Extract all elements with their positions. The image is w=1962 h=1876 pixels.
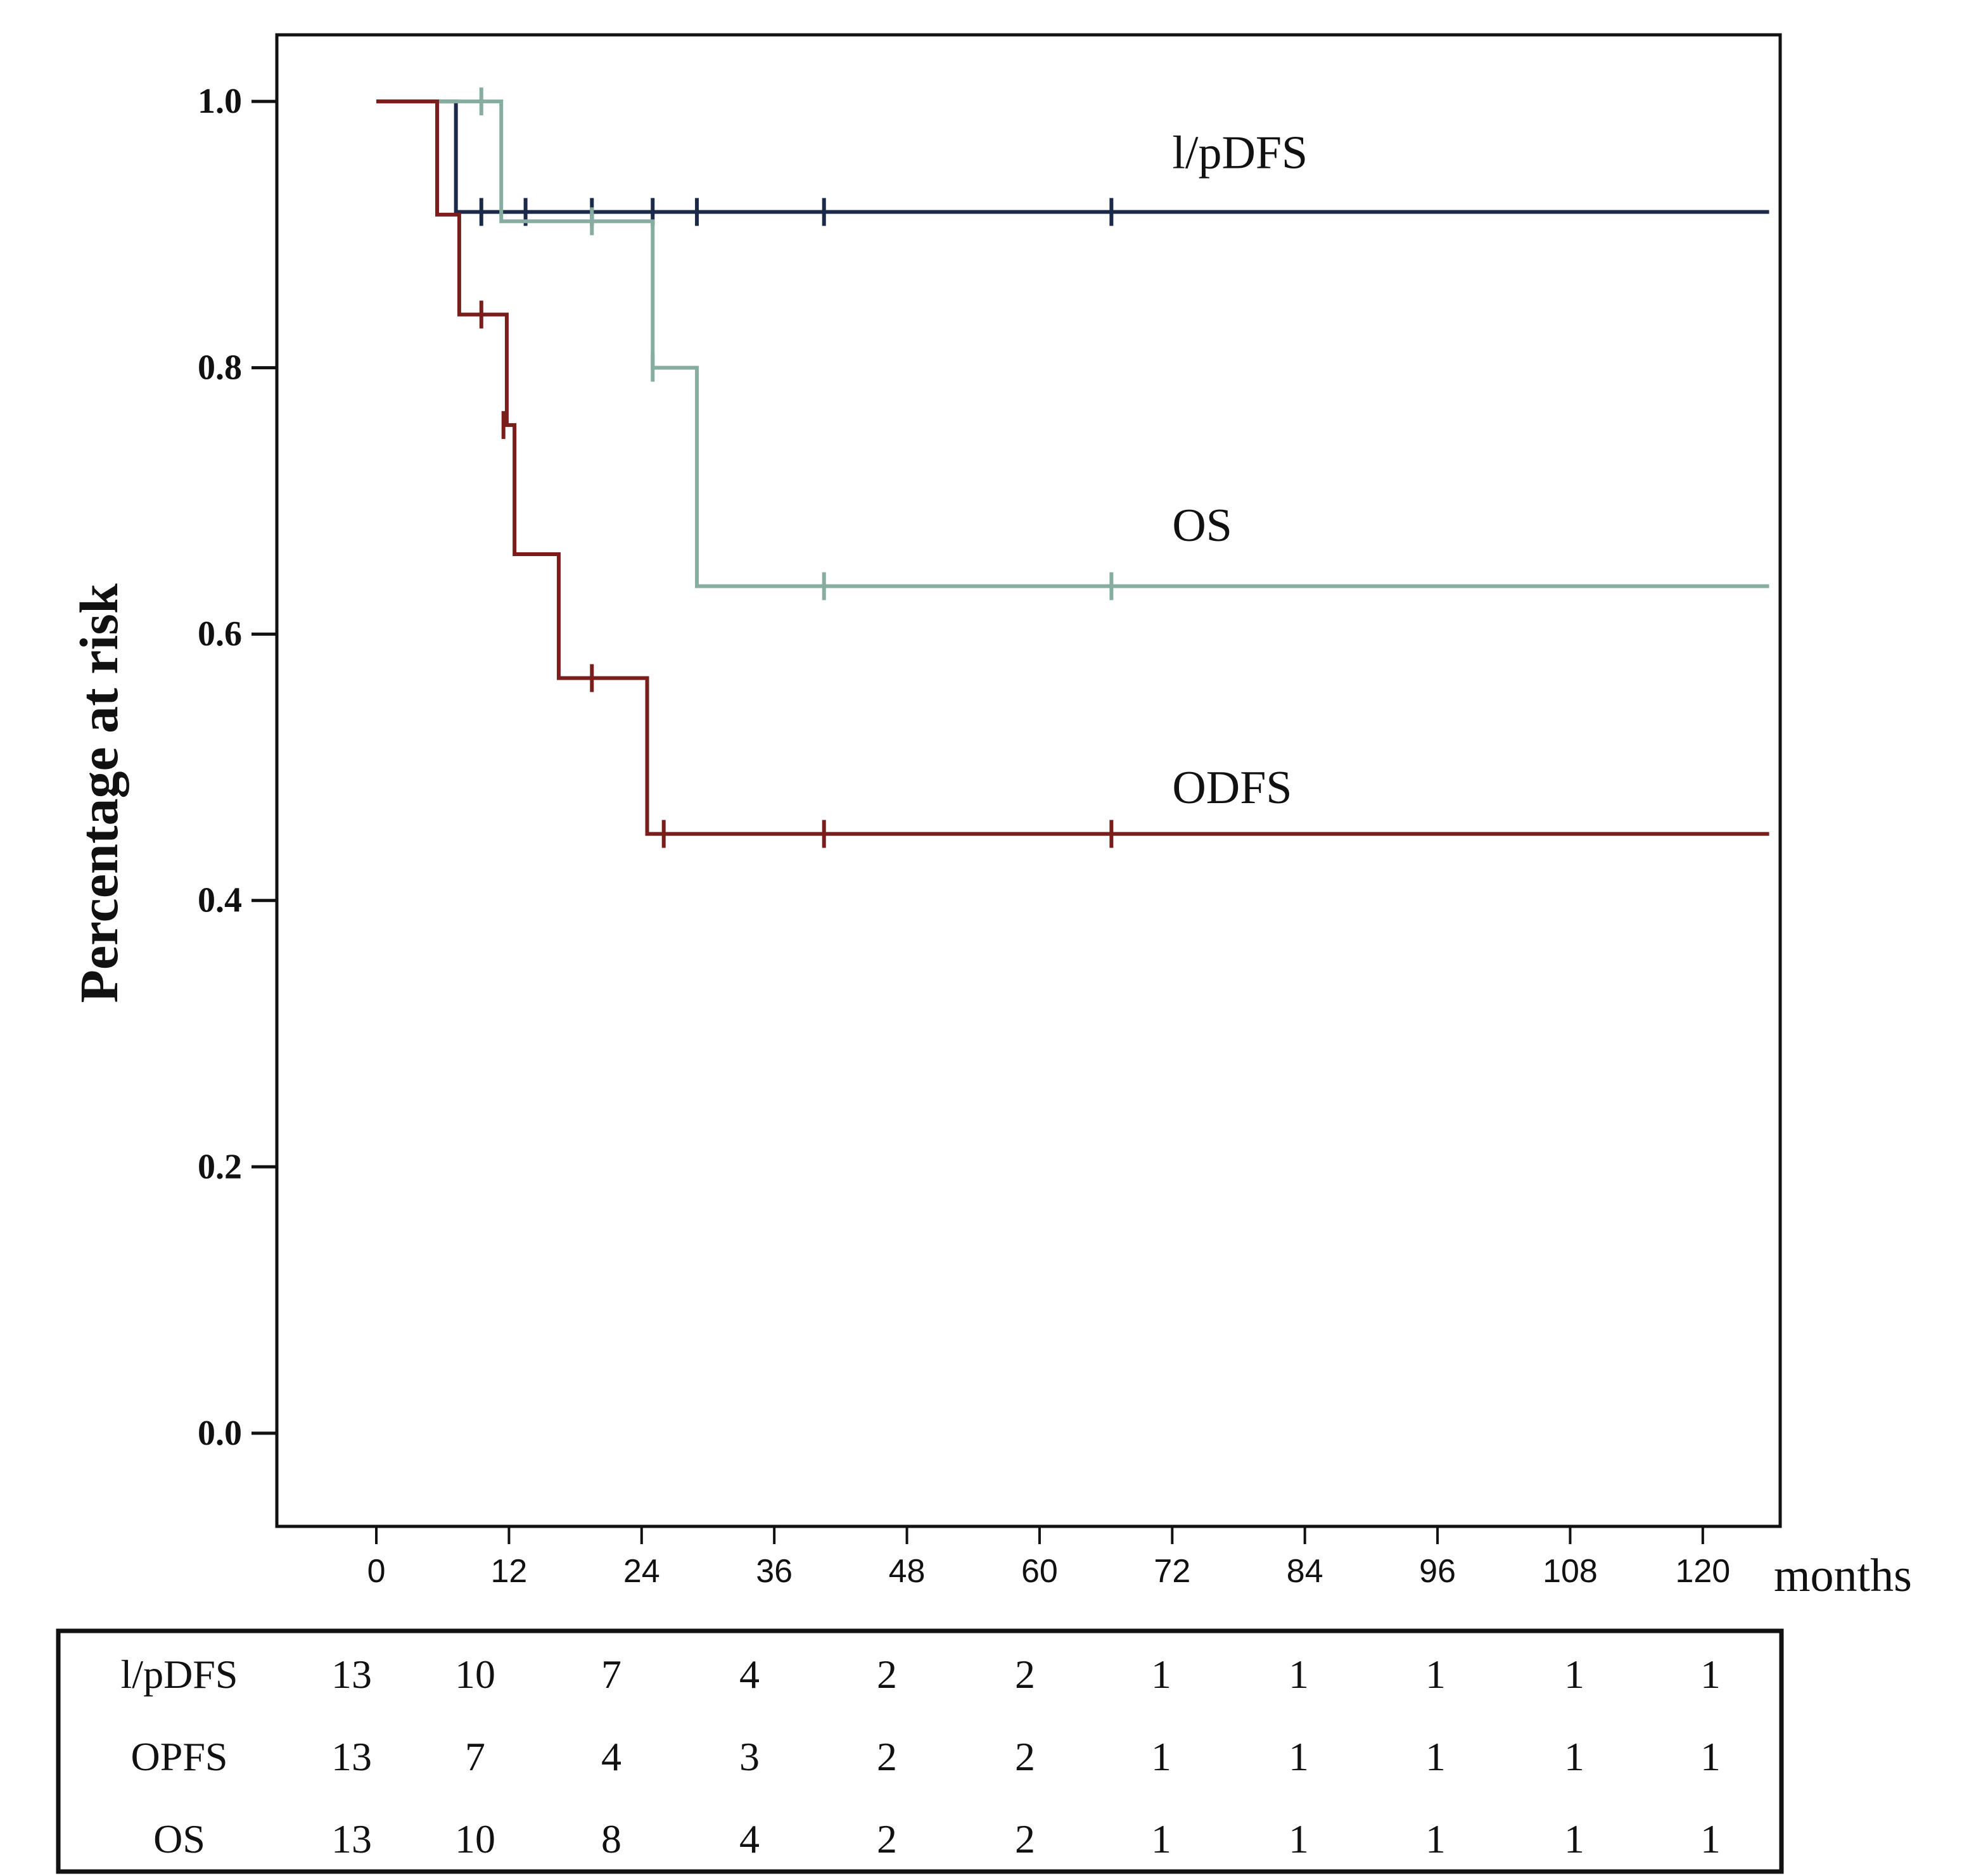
risk-cell: 2 (877, 1816, 897, 1861)
x-tick-label: 96 (1419, 1553, 1456, 1590)
x-tick-label: 108 (1543, 1553, 1598, 1590)
risk-cell: 1 (1425, 1816, 1446, 1861)
y-axis: 0.0 0.2 0.4 0.6 0.8 1.0 (198, 82, 277, 1453)
risk-cell: 1 (1425, 1734, 1446, 1779)
x-tick-label: 84 (1287, 1553, 1323, 1590)
x-tick-label: 48 (889, 1553, 926, 1590)
risk-cell: 1 (1289, 1734, 1309, 1779)
x-tick-label: 120 (1675, 1553, 1730, 1590)
plot-frame (275, 33, 1782, 1528)
risk-cell: 1 (1151, 1734, 1171, 1779)
labels-layer: Percentage at risk months (68, 583, 1912, 1602)
risk-cell: 3 (739, 1734, 760, 1779)
risk-cell: 10 (455, 1816, 495, 1861)
risk-row-name: OS (153, 1816, 205, 1861)
y-tick-label: 0.2 (198, 1147, 242, 1186)
risk-cell: 2 (1015, 1734, 1035, 1779)
x-tick-label: 72 (1154, 1553, 1190, 1590)
risk-table-border (56, 1628, 1784, 1874)
risk-row-os: OS 13 10 8 4 2 2 1 1 1 1 1 (153, 1816, 1721, 1861)
risk-cell: 1 (1151, 1652, 1171, 1697)
risk-cell: 2 (1015, 1816, 1035, 1861)
x-axis-label: months (1774, 1550, 1912, 1602)
series-label: OS (1172, 500, 1232, 552)
risk-cell: 1 (1700, 1652, 1721, 1697)
risk-row-name: l/pDFS (121, 1652, 238, 1697)
x-tick-label: 24 (623, 1553, 660, 1590)
risk-table: l/pDFS 13 10 7 4 2 2 1 1 1 1 1 OPFS 13 7 4 3 2 2 1 1 1 1 1 OS 13 1… (56, 1628, 1784, 1874)
risk-cell: 1 (1700, 1816, 1721, 1861)
risk-cell: 4 (739, 1652, 760, 1697)
series-layer: l/pDFS OS ODFS (376, 87, 1769, 848)
risk-cell: 13 (331, 1734, 372, 1779)
x-tick-label: 12 (490, 1553, 527, 1590)
x-tick-label: 36 (756, 1553, 793, 1590)
survival-curve (376, 99, 1769, 588)
risk-row-opfs: OPFS 13 7 4 3 2 2 1 1 1 1 1 (131, 1734, 1721, 1779)
y-tick-label: 0.4 (198, 881, 242, 920)
risk-cell: 2 (1015, 1652, 1035, 1697)
risk-cell: 2 (877, 1652, 897, 1697)
x-tick-label: 0 (367, 1553, 386, 1590)
plot-border (275, 33, 1782, 1528)
risk-cell: 1 (1564, 1734, 1584, 1779)
risk-cell: 13 (331, 1816, 372, 1861)
y-axis-label: Percentage at risk (68, 583, 129, 1003)
risk-row-l-pdfs: l/pDFS 13 10 7 4 2 2 1 1 1 1 1 (121, 1652, 1721, 1697)
survival-curve (376, 99, 1769, 836)
series-label: ODFS (1172, 762, 1292, 814)
risk-cell: 4 (739, 1816, 760, 1861)
risk-cell: 8 (601, 1816, 621, 1861)
risk-cell: 1 (1564, 1652, 1584, 1697)
risk-cell: 1 (1425, 1652, 1446, 1697)
risk-cell: 1 (1289, 1652, 1309, 1697)
x-axis: 0 12 24 36 48 60 72 84 96 108 120 (367, 1526, 1730, 1590)
series-label: l/pDFS (1172, 127, 1308, 179)
risk-cell: 7 (601, 1652, 621, 1697)
y-tick-label: 0.0 (198, 1414, 242, 1453)
risk-cell: 7 (465, 1734, 485, 1779)
risk-cell: 2 (877, 1734, 897, 1779)
series-odfs: ODFS (376, 99, 1769, 848)
risk-cell: 1 (1151, 1816, 1171, 1861)
risk-cell: 13 (331, 1652, 372, 1697)
y-tick-label: 0.8 (198, 348, 242, 388)
risk-cell: 1 (1564, 1816, 1584, 1861)
risk-cell: 10 (455, 1652, 495, 1697)
risk-row-name: OPFS (131, 1734, 228, 1779)
x-tick-label: 60 (1021, 1553, 1058, 1590)
y-tick-label: 0.6 (198, 614, 242, 654)
risk-cell: 4 (601, 1734, 621, 1779)
risk-cell: 1 (1289, 1816, 1309, 1861)
y-tick-label: 1.0 (198, 82, 242, 121)
series-os: OS (376, 87, 1769, 600)
risk-cell: 1 (1700, 1734, 1721, 1779)
